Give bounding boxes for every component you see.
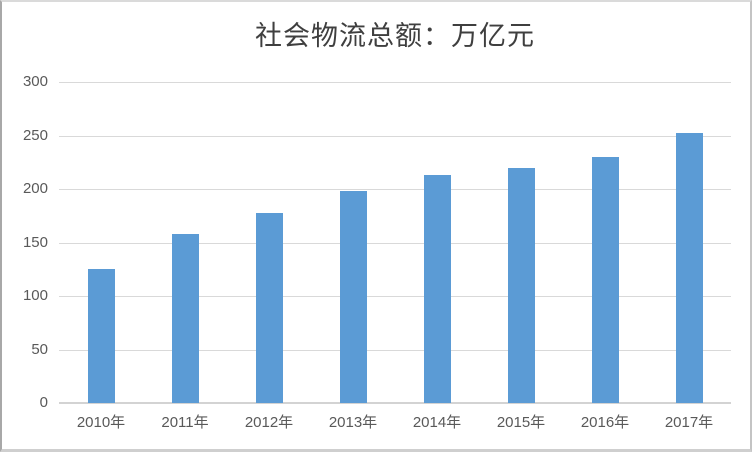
x-axis-tick-label: 2013年 (328, 414, 378, 431)
y-axis-tick-label: 0 (39, 394, 48, 411)
bar (87, 268, 115, 403)
bar (675, 132, 703, 403)
x-axis-line (59, 402, 731, 404)
gridline (59, 296, 731, 297)
bar (171, 233, 199, 403)
gridline (59, 349, 731, 351)
gridline (59, 135, 731, 137)
x-axis-tick-label: 2010年 (76, 414, 126, 431)
bar (507, 168, 535, 403)
y-axis-tick-label: 300 (22, 73, 48, 90)
x-axis-tick-label: 2016年 (580, 414, 630, 431)
x-axis-tick-label: 2011年 (161, 414, 209, 431)
bar (255, 213, 283, 403)
y-axis-tick-label: 250 (22, 126, 48, 144)
gridline (59, 189, 731, 190)
chart-title: 社会物流总额：万亿元 (255, 21, 535, 52)
x-axis-tick-label: 2012年 (244, 414, 294, 431)
y-axis-tick-label: 150 (22, 233, 48, 251)
y-axis-tick-label: 50 (31, 340, 48, 358)
x-axis-tick-label: 2015年 (496, 414, 546, 431)
y-axis-tick-label: 100 (22, 287, 48, 304)
gridline (59, 82, 731, 83)
y-axis-tick-label: 200 (22, 180, 48, 197)
plot-area (59, 82, 731, 404)
bar (591, 157, 619, 403)
x-axis-tick-label: 2017年 (664, 414, 714, 431)
gridline (59, 242, 731, 244)
bar (423, 174, 451, 403)
x-axis-tick-label: 2014年 (412, 414, 462, 431)
bar (339, 191, 367, 403)
